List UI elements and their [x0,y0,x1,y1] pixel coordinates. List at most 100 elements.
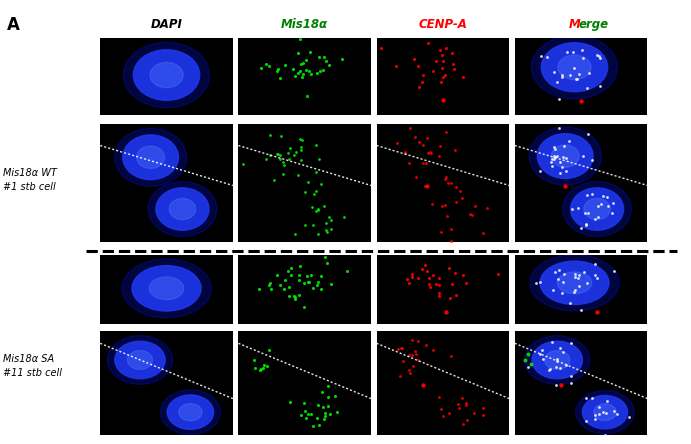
Point [587,156,598,163]
Point [313,206,324,214]
Point [612,411,623,418]
Point [261,60,272,67]
Point [477,230,489,237]
Ellipse shape [532,341,583,379]
Point [423,274,434,281]
Point [580,395,591,402]
Ellipse shape [538,134,593,178]
Text: Mis18α: Mis18α [281,18,328,31]
Ellipse shape [545,351,570,369]
Point [460,280,471,287]
Point [317,403,328,410]
Point [300,408,311,415]
Point [421,159,432,166]
Point [467,212,478,219]
Point [453,401,464,408]
Ellipse shape [562,182,632,237]
Point [406,352,417,359]
Point [280,277,291,284]
Point [404,279,415,286]
Point [296,143,307,151]
Point [451,198,462,206]
Point [256,365,267,372]
Point [579,210,590,217]
Ellipse shape [115,128,187,186]
Point [258,365,269,372]
Point [433,293,444,300]
Point [294,36,305,43]
Point [322,260,333,267]
Point [278,170,289,178]
Point [557,71,568,78]
Point [449,270,460,277]
Point [376,44,387,52]
Point [462,417,473,424]
Point [423,149,434,156]
Point [557,73,568,80]
Point [560,168,571,175]
Point [421,341,432,349]
Point [422,39,433,46]
Ellipse shape [124,42,209,108]
Ellipse shape [169,198,196,220]
Point [561,155,572,162]
Point [325,226,337,233]
Point [430,58,441,65]
Point [593,404,604,411]
Point [594,52,605,59]
Point [413,274,424,281]
Point [307,222,319,229]
Point [522,350,533,357]
Ellipse shape [576,390,634,434]
Ellipse shape [122,259,211,318]
Point [591,274,603,281]
Point [567,205,578,212]
Point [439,71,451,78]
Point [559,270,570,278]
Point [580,220,591,227]
Point [304,68,315,75]
Ellipse shape [562,182,632,237]
Point [582,130,593,137]
Ellipse shape [167,395,214,429]
Point [399,148,410,155]
Point [576,306,587,313]
Point [312,230,323,237]
Point [317,67,328,74]
Ellipse shape [160,390,220,435]
Point [301,66,312,73]
Ellipse shape [529,127,601,185]
Point [337,56,348,63]
Point [279,61,290,68]
Ellipse shape [562,182,632,237]
Point [299,222,310,229]
Point [435,78,446,85]
Point [394,373,405,380]
Point [549,154,560,161]
Point [293,292,304,299]
Point [578,55,589,62]
Point [286,264,297,271]
Point [417,381,428,388]
Point [549,68,560,75]
Point [536,52,547,59]
Ellipse shape [584,198,610,220]
Text: Mis18α WT
#1 stb cell: Mis18α WT #1 stb cell [3,168,57,192]
Point [542,53,553,60]
Ellipse shape [160,390,220,435]
Point [433,274,444,281]
Point [314,155,325,163]
Point [295,156,306,163]
Point [413,337,424,345]
Point [422,135,433,142]
Point [404,351,415,358]
Ellipse shape [123,135,178,180]
Ellipse shape [540,261,609,305]
Ellipse shape [529,127,601,185]
Point [596,200,607,207]
Ellipse shape [124,42,209,108]
Point [571,75,582,83]
Ellipse shape [133,50,200,100]
Point [589,411,600,418]
Point [312,402,323,409]
